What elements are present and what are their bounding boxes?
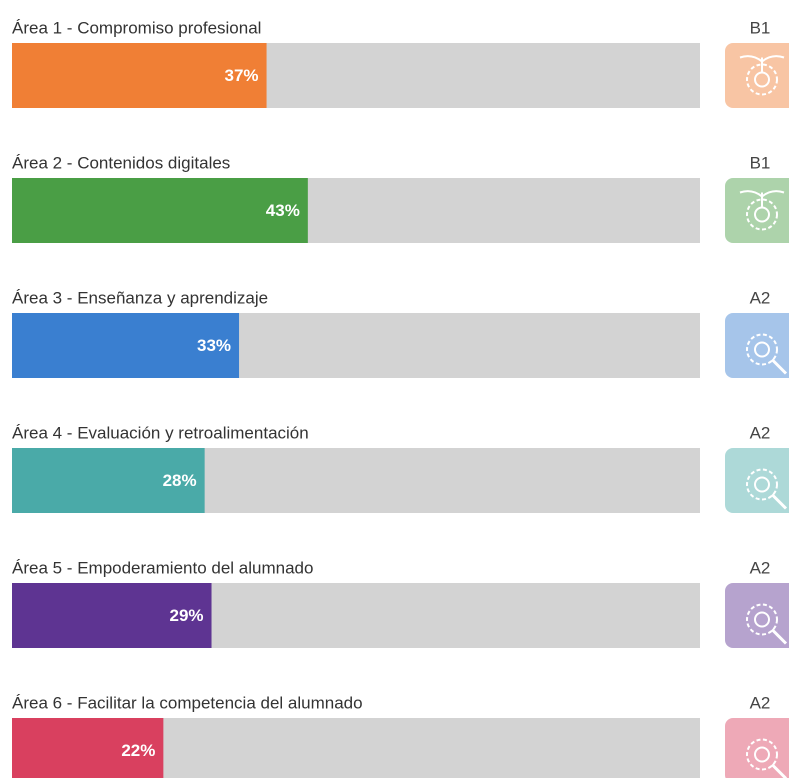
level-icon [725,313,789,378]
value-label: 37% [225,66,259,85]
bar [12,718,164,778]
icon-handle [770,763,788,778]
level-icon [725,583,789,648]
icon-sprout [739,190,785,208]
icon-core [754,476,770,493]
area-label: Área 3 - Enseñanza y aprendizaje [12,288,268,307]
level-icon [725,178,789,243]
bar [12,43,267,108]
value-label: 22% [121,741,155,760]
icon-core [754,611,770,628]
level-icon [725,43,789,108]
area-label: Área 2 - Contenidos digitales [12,153,230,172]
level-label: A2 [750,693,771,712]
icon-gear [746,333,778,366]
bar [12,313,240,378]
level-label: A2 [750,558,771,577]
icon-gear [746,198,778,231]
value-label: 43% [266,201,300,220]
icon-gear [746,603,778,636]
icon-gear [746,468,778,501]
value-label: 29% [169,606,203,625]
level-icon [725,718,789,778]
bar [12,178,308,243]
value-label: 33% [197,336,231,355]
icon-core [754,746,770,763]
area-label: Área 5 - Empoderamiento del alumnado [12,558,313,577]
area-label: Área 6 - Facilitar la competencia del al… [12,693,363,712]
icon-gear [746,738,778,771]
bar [12,448,205,513]
level-label: B1 [750,153,771,172]
bar [12,583,212,648]
icon-box [725,718,789,778]
icon-handle [770,493,788,510]
value-label: 28% [163,471,197,490]
icon-gear [746,63,778,96]
level-label: B1 [750,18,771,37]
icon-handle [770,628,788,645]
level-label: A2 [750,423,771,442]
icon-handle [770,358,788,375]
level-icon [725,448,789,513]
area-label: Área 1 - Compromiso profesional [12,18,261,37]
icon-sprout [739,55,785,73]
icon-core [754,341,770,358]
area-label: Área 4 - Evaluación y retroalimentación [12,423,309,442]
level-label: A2 [750,288,771,307]
